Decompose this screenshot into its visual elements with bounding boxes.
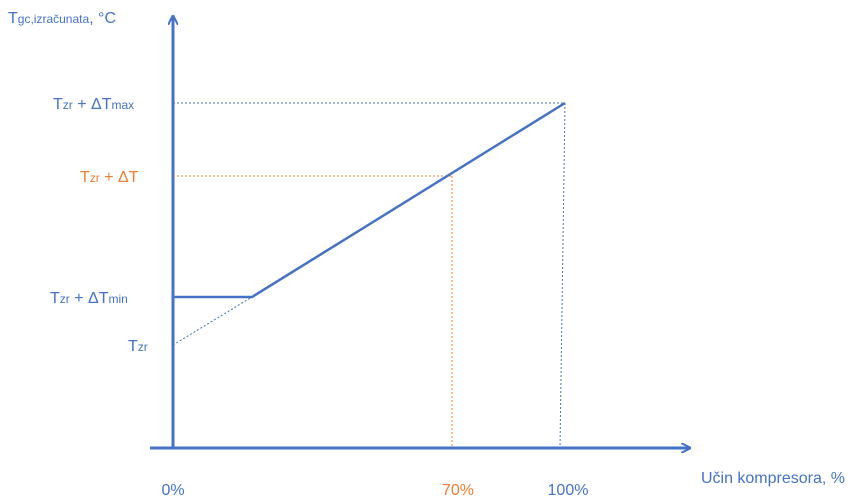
control-curve [173, 101, 566, 299]
extrapolation-dotted-line [172, 296, 253, 346]
label-tzr-dtmin: Tzr + ΔTmin [50, 290, 128, 307]
label-tzr: Tzr [128, 338, 148, 355]
x-axis-label: Učin kompresora, % [701, 470, 845, 487]
hundred-vertical-guide [559, 102, 566, 449]
x-tick-70: 70% [442, 482, 474, 499]
label-tzr-dt: Tzr + ΔT [80, 169, 139, 186]
y-axis-label: Tgc,izračunata, °C [8, 10, 116, 27]
x-tick-100: 100% [548, 482, 589, 499]
label-tzr-dtmax: Tzr + ΔTmax [53, 96, 134, 113]
x-tick-0: 0% [161, 482, 184, 499]
